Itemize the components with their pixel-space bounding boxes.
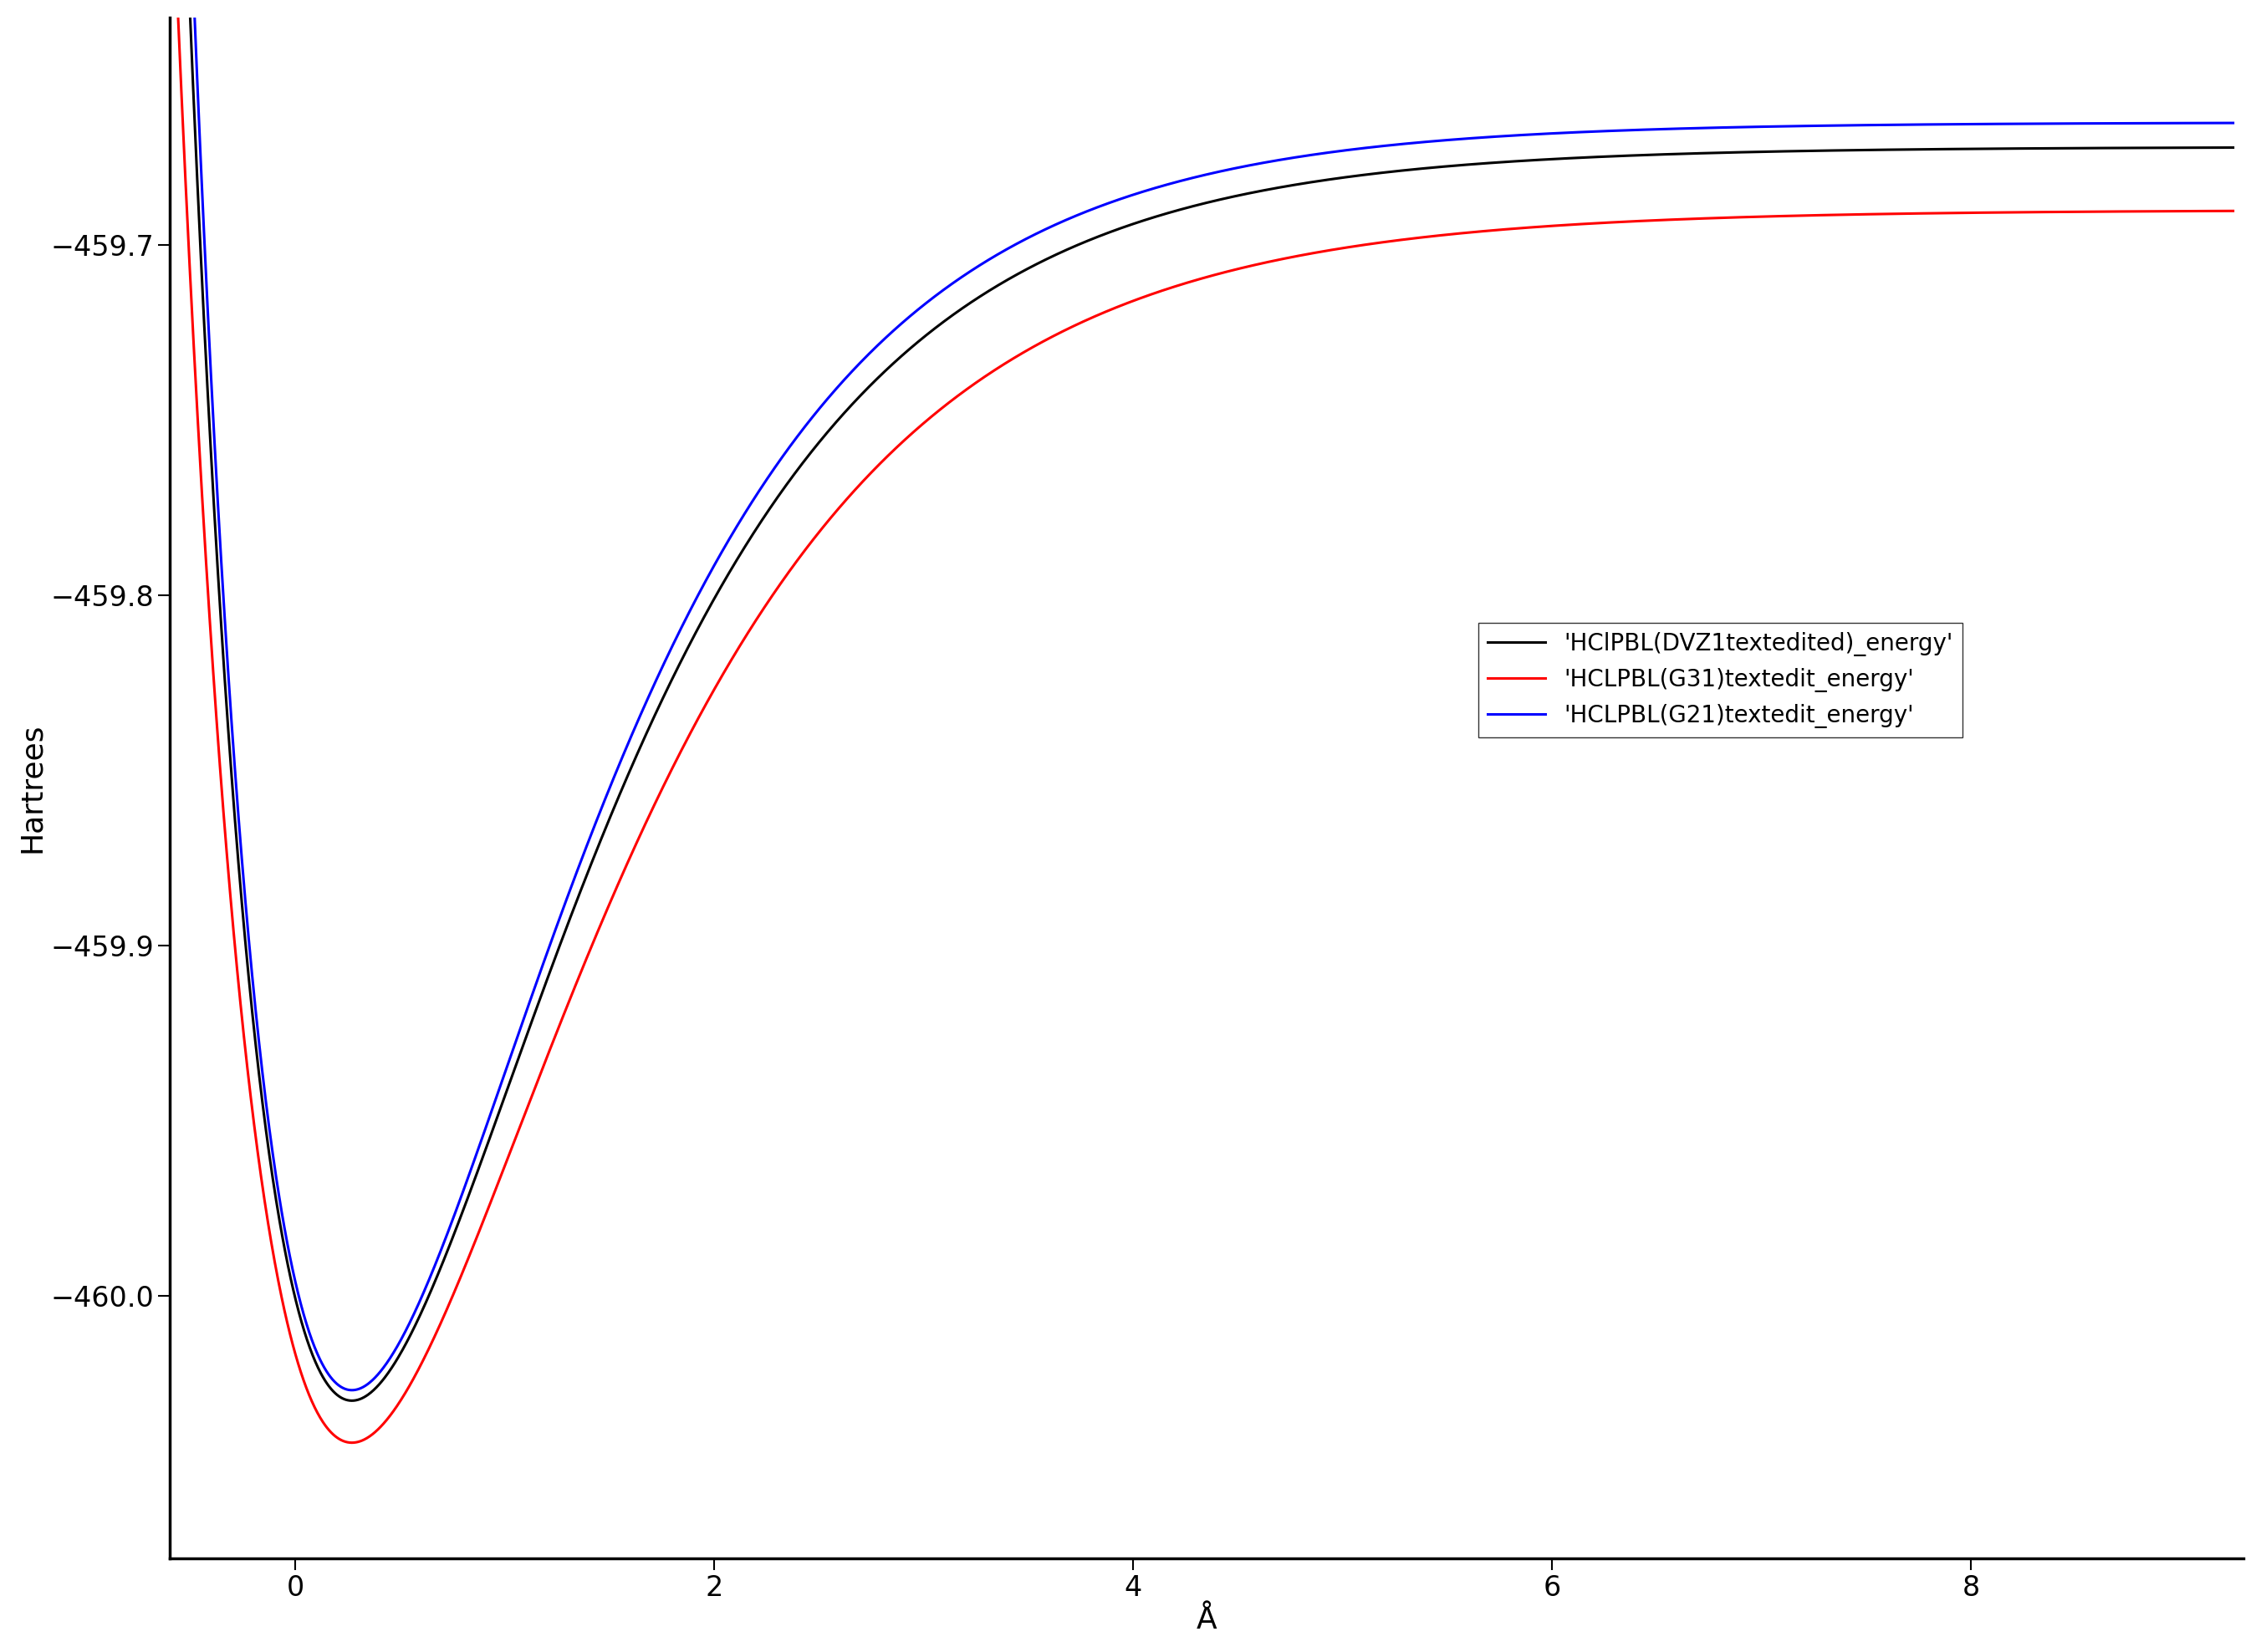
- Line: 'HCLPBL(G31)textedit_energy': 'HCLPBL(G31)textedit_energy': [174, 0, 2234, 1442]
- 'HCLPBL(G31)textedit_energy': [396, 1376, 423, 1396]
- 'HClPBL(DVZ1textedited)_energy': [1040, 246, 1067, 266]
- 'HCLPBL(G21)textedit_energy': [1040, 216, 1067, 236]
- 'HClPBL(DVZ1textedited)_energy': [1958, 139, 1985, 159]
- Line: 'HClPBL(DVZ1textedited)_energy': 'HClPBL(DVZ1textedited)_energy': [174, 0, 2234, 1401]
- 'HClPBL(DVZ1textedited)_energy': [2180, 137, 2207, 157]
- X-axis label: Å: Å: [1196, 1606, 1216, 1634]
- Y-axis label: Hartrees: Hartrees: [18, 724, 45, 852]
- 'HCLPBL(G31)textedit_energy': [339, 1432, 366, 1452]
- 'HCLPBL(G31)textedit_energy': [1958, 203, 1985, 223]
- 'HClPBL(DVZ1textedited)_energy': [396, 1327, 423, 1346]
- 'HCLPBL(G31)textedit_energy': [2220, 202, 2247, 221]
- 'HCLPBL(G31)textedit_energy': [2180, 202, 2207, 221]
- 'HCLPBL(G21)textedit_energy': [950, 266, 977, 286]
- 'HCLPBL(G21)textedit_energy': [339, 1379, 366, 1399]
- 'HCLPBL(G31)textedit_energy': [1040, 325, 1067, 345]
- 'HCLPBL(G21)textedit_energy': [518, 986, 545, 1006]
- 'HClPBL(DVZ1textedited)_energy': [2220, 137, 2247, 157]
- Legend: 'HClPBL(DVZ1textedited)_energy', 'HCLPBL(G31)textedit_energy', 'HCLPBL(G21)texte: 'HClPBL(DVZ1textedited)_energy', 'HCLPBL…: [1479, 623, 1963, 737]
- Line: 'HCLPBL(G21)textedit_energy': 'HCLPBL(G21)textedit_energy': [174, 0, 2234, 1389]
- 'HClPBL(DVZ1textedited)_energy': [518, 1013, 545, 1032]
- 'HCLPBL(G31)textedit_energy': [950, 382, 977, 401]
- 'HClPBL(DVZ1textedited)_energy': [339, 1391, 366, 1411]
- 'HCLPBL(G21)textedit_energy': [1958, 114, 1985, 134]
- 'HCLPBL(G21)textedit_energy': [2180, 112, 2207, 132]
- 'HCLPBL(G21)textedit_energy': [396, 1313, 423, 1333]
- 'HClPBL(DVZ1textedited)_energy': [950, 297, 977, 317]
- 'HCLPBL(G21)textedit_energy': [2220, 112, 2247, 132]
- 'HCLPBL(G31)textedit_energy': [518, 1087, 545, 1107]
